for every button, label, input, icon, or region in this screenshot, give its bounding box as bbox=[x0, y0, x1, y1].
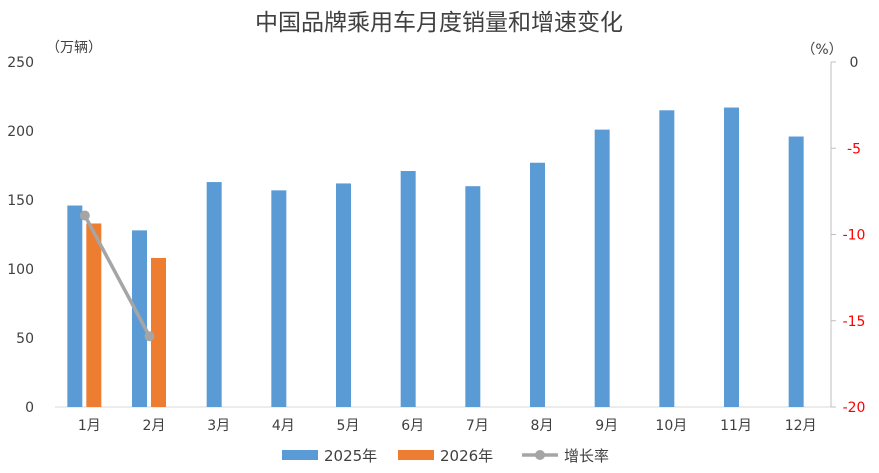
bar-2025年 bbox=[336, 183, 351, 407]
y-left-tick-label: 50 bbox=[16, 331, 34, 347]
x-tick-label: 3月 bbox=[207, 418, 230, 434]
bar-2025年 bbox=[67, 205, 83, 407]
y-right-tick-label: -15 bbox=[843, 314, 866, 330]
legend-swatch bbox=[398, 450, 434, 460]
y-left-tick-label: 0 bbox=[25, 400, 34, 416]
bar-2026年 bbox=[86, 223, 102, 407]
growth-rate-point bbox=[79, 210, 90, 221]
x-tick-label: 10月 bbox=[655, 418, 687, 434]
y-right-tick-label: -5 bbox=[847, 141, 861, 157]
plot-area: 0 50 100 150 200 250 0 -5 -10 -15 -20 1月 2月 3月 4月 5月 6月 7… bbox=[7, 55, 865, 434]
growth-rate-point bbox=[144, 331, 155, 342]
x-tick-label: 9月 bbox=[595, 418, 618, 434]
y-left-tick-label: 100 bbox=[7, 262, 34, 278]
legend-swatch bbox=[282, 450, 318, 460]
growth-rate-line bbox=[83, 214, 152, 338]
x-tick-label: 11月 bbox=[720, 418, 752, 434]
y-left-unit-label: （万辆） bbox=[46, 40, 102, 56]
y-right-tick-label: -20 bbox=[843, 400, 866, 416]
x-tick-label: 7月 bbox=[466, 418, 489, 434]
x-tick-label: 5月 bbox=[337, 418, 360, 434]
bar-2025年 bbox=[465, 186, 481, 407]
y-right-tick-label: -10 bbox=[843, 228, 866, 244]
y-left-tick-label: 150 bbox=[7, 193, 34, 209]
bar-2025年 bbox=[530, 162, 545, 407]
legend-swatch-marker bbox=[535, 450, 545, 460]
bar-2025年 bbox=[206, 182, 222, 407]
bar-2026年 bbox=[151, 257, 166, 407]
legend: 2025年 2026年 增长率 bbox=[282, 447, 609, 465]
bar-2025年 bbox=[788, 136, 804, 407]
x-tick-label: 8月 bbox=[531, 418, 554, 434]
legend-label: 2025年 bbox=[324, 447, 377, 465]
x-tick-label: 4月 bbox=[272, 418, 295, 434]
bar-2025年 bbox=[400, 171, 416, 407]
y-left-tick-label: 250 bbox=[7, 55, 34, 71]
x-tick-label: 2月 bbox=[143, 418, 166, 434]
y-right-tick-label: 0 bbox=[850, 55, 859, 71]
x-tick-label: 6月 bbox=[401, 418, 424, 434]
x-tick-label: 1月 bbox=[78, 418, 101, 434]
bar-2025年 bbox=[724, 107, 739, 407]
chart-title: 中国品牌乘用车月度销量和增速变化 bbox=[255, 10, 623, 36]
x-tick-label: 12月 bbox=[785, 418, 817, 434]
legend-label: 2026年 bbox=[440, 447, 493, 465]
bar-2025年 bbox=[271, 190, 287, 407]
legend-label: 增长率 bbox=[564, 447, 609, 465]
y-right-unit-label: （%） bbox=[801, 42, 842, 58]
bar-2025年 bbox=[594, 129, 610, 407]
y-left-tick-label: 200 bbox=[7, 124, 34, 140]
bar-2025年 bbox=[659, 110, 675, 408]
